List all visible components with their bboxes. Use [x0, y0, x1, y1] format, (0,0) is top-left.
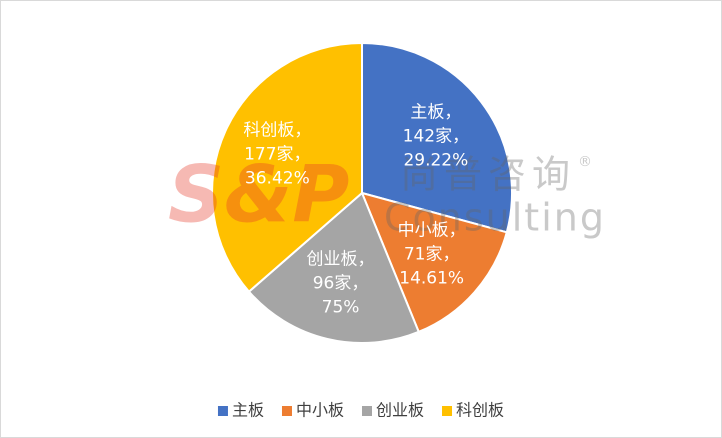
watermark-mark: ®	[578, 154, 592, 170]
legend-label: 主板	[232, 401, 264, 420]
slice-category-label: 创业板，	[307, 249, 375, 269]
pie-slice	[247, 191, 421, 344]
legend-label: 科创板	[456, 401, 504, 420]
slice-value-label: 71家，	[404, 245, 460, 265]
watermark-name: 尚普咨询	[400, 153, 576, 197]
pie-slice	[361, 41, 513, 234]
legend-item: 主板	[217, 401, 264, 420]
watermark: S&P 尚普咨询 ® Consulting	[168, 150, 606, 240]
legend-swatch	[362, 406, 372, 416]
watermark-english: Consulting	[384, 196, 606, 240]
slice-category-label: 中小板，	[398, 221, 466, 241]
legend-label: 中小板	[296, 401, 344, 420]
legend-item: 科创板	[442, 401, 504, 420]
legend-swatch	[217, 406, 228, 416]
slice-value-label: 96家，	[313, 273, 369, 293]
legend-swatch	[281, 406, 292, 416]
slice-percent-label: 14.61%	[399, 269, 464, 289]
slice-category-label: 主板，	[410, 103, 461, 123]
legend-label: 创业板	[376, 401, 424, 420]
slice-percent-label: 29.22%	[403, 151, 468, 171]
data-labels: 主板， 142家， 29.22% 中小板， 71家， 14.61% 创业板， 96家， 75% 科…	[243, 103, 469, 318]
slice-percent-label: 36.42%	[245, 169, 310, 189]
legend-item: 中小板	[281, 401, 344, 420]
slice-value-label: 177家，	[244, 145, 310, 165]
pie	[211, 41, 513, 344]
pie-slice	[211, 41, 363, 294]
watermark-brand: S&P	[168, 150, 349, 240]
slice-value-label: 142家，	[403, 127, 469, 147]
slice-percent-label: 75%	[322, 297, 360, 317]
legend-item: 创业板	[362, 401, 424, 420]
pie-slice	[360, 191, 508, 334]
legend: 主板 中小板 创业板 科创板	[217, 401, 504, 420]
legend-swatch	[442, 406, 453, 416]
slice-category-label: 科创板，	[243, 121, 311, 141]
